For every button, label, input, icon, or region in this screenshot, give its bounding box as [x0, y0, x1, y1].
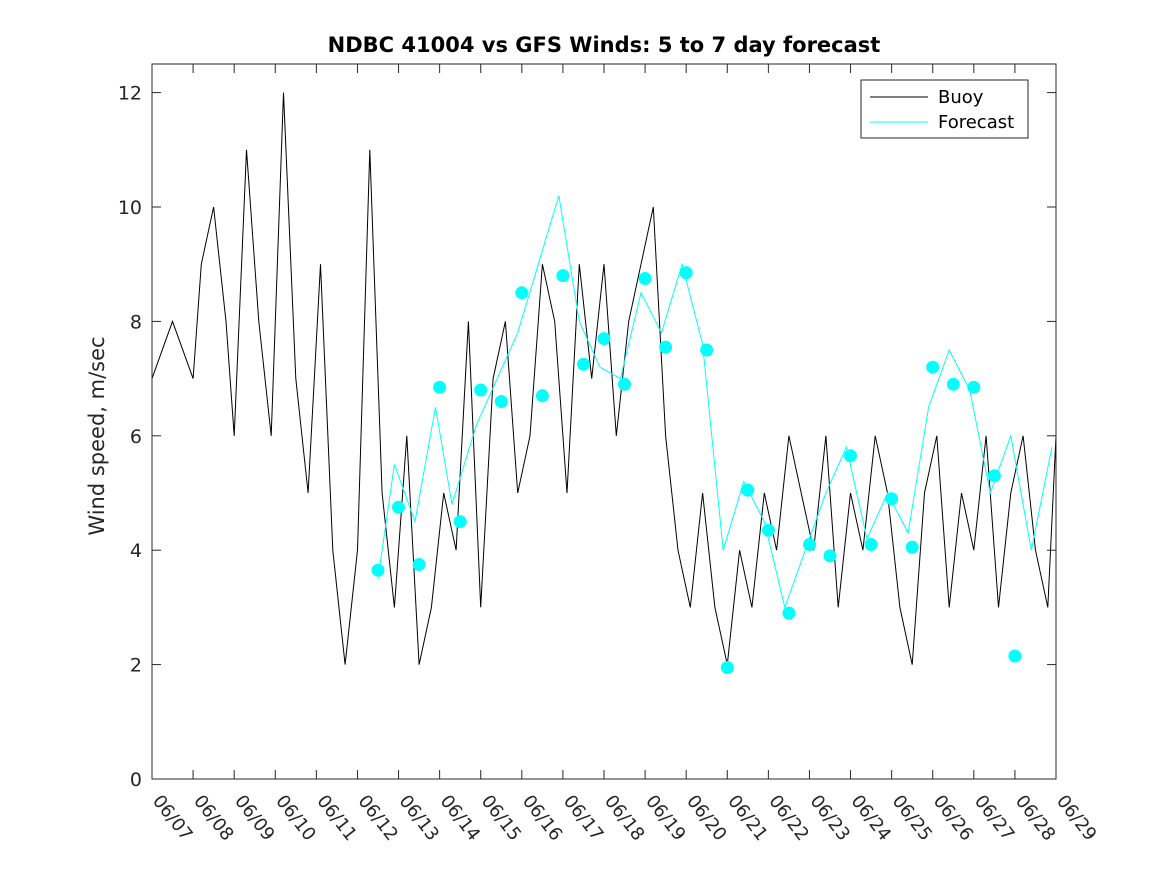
forecast-marker: [618, 377, 631, 391]
x-tick-label: 06/22: [764, 791, 812, 845]
x-tick-label: 06/26: [929, 791, 977, 845]
forecast-marker: [392, 500, 405, 514]
x-tick-label: 06/21: [723, 791, 771, 845]
x-tick-label: 06/08: [189, 791, 237, 845]
x-tick-label: 06/16: [518, 791, 566, 845]
x-tick-label: 06/24: [847, 791, 895, 845]
legend-label-forecast: Forecast: [938, 112, 1014, 133]
series-line-forecast: [377, 195, 1053, 610]
forecast-marker: [823, 549, 837, 563]
axes-box: [151, 63, 1057, 780]
forecast-marker: [803, 538, 816, 551]
forecast-marker: [741, 483, 755, 497]
forecast-marker: [844, 449, 857, 463]
plot-lines: [151, 92, 1057, 665]
legend: Buoy Forecast: [860, 79, 1029, 139]
forecast-marker: [946, 377, 960, 391]
y-tick-label: 4: [130, 540, 142, 562]
legend-box: [860, 79, 1029, 139]
forecast-marker: [412, 558, 426, 571]
forecast-marker: [700, 343, 714, 357]
x-tick-label: 06/07: [148, 791, 196, 845]
forecast-marker: [515, 286, 529, 300]
y-tick-label: 6: [130, 426, 142, 448]
forecast-marker: [987, 469, 1001, 483]
x-tick-label: 06/19: [641, 791, 689, 845]
forecast-marker: [967, 380, 981, 394]
forecast-marker: [761, 523, 775, 537]
x-tick-label: 06/14: [436, 791, 484, 845]
plot-markers: [371, 266, 1022, 674]
forecast-marker: [577, 357, 590, 371]
y-axis-label: Wind speed, m/sec: [85, 336, 109, 535]
forecast-marker: [782, 606, 796, 620]
forecast-marker: [659, 340, 673, 354]
x-tick-label: 06/18: [600, 791, 648, 845]
x-tick-label: 06/15: [477, 791, 525, 845]
forecast-marker: [1008, 649, 1022, 663]
forecast-marker: [494, 395, 508, 408]
forecast-marker: [474, 383, 488, 397]
forecast-marker: [535, 389, 549, 403]
forecast-marker: [679, 266, 693, 280]
legend-label-buoy: Buoy: [938, 87, 984, 108]
x-tick-label: 06/28: [1011, 791, 1059, 845]
forecast-marker: [926, 360, 940, 374]
y-tick-label: 8: [130, 311, 142, 333]
x-tick-label: 06/10: [271, 791, 319, 845]
forecast-marker: [556, 269, 570, 283]
forecast-marker: [371, 563, 385, 577]
y-tick-label: 10: [118, 197, 142, 219]
series-line-buoy: [151, 92, 1057, 665]
x-tick-label: 06/11: [312, 791, 360, 845]
x-tick-label: 06/29: [1052, 791, 1100, 845]
forecast-marker: [433, 380, 447, 394]
forecast-marker: [597, 332, 611, 346]
chart-title: NDBC 41004 vs GFS Winds: 5 to 7 day fore…: [328, 33, 881, 57]
x-tick-label: 06/09: [230, 791, 278, 845]
x-tick-label: 06/25: [888, 791, 936, 845]
forecast-marker: [638, 272, 652, 285]
forecast-marker: [885, 492, 899, 506]
y-tick-label: 2: [130, 655, 142, 677]
x-tick-label: 06/20: [682, 791, 730, 845]
x-tick-label: 06/12: [354, 791, 402, 845]
forecast-marker: [453, 515, 467, 529]
forecast-marker: [720, 661, 734, 674]
axis-ticks: 02468101206/0706/0806/0906/1006/1106/120…: [118, 64, 1101, 845]
x-tick-label: 06/27: [970, 791, 1018, 845]
x-tick-label: 06/17: [559, 791, 607, 845]
y-tick-label: 12: [118, 83, 142, 105]
x-tick-label: 06/13: [395, 791, 443, 845]
forecast-marker: [905, 540, 919, 554]
x-tick-label: 06/23: [806, 791, 854, 845]
forecast-marker: [864, 538, 878, 551]
y-tick-label: 0: [130, 769, 142, 791]
